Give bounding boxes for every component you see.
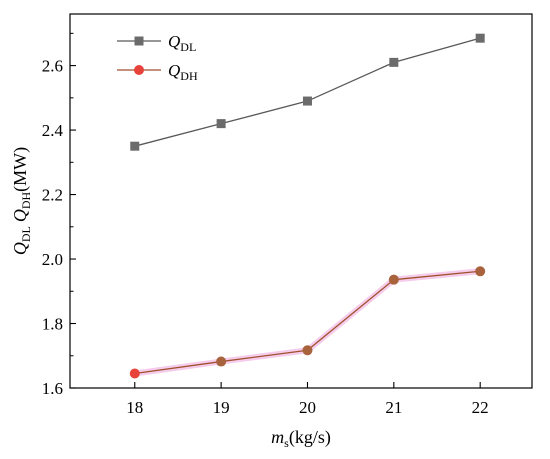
y-axis-label-unit: (MW) — [10, 147, 31, 192]
legend-entry-1: QDL — [117, 32, 196, 54]
series-2-line — [134, 270, 481, 375]
x-tick-label: 22 — [472, 398, 489, 417]
y-tick-label: 1.8 — [42, 315, 63, 334]
series-1-point — [130, 141, 140, 151]
y-axis-label-q2-sub: DH — [19, 191, 33, 209]
legend-marker-1 — [134, 36, 144, 46]
legend-label-1-sub: DL — [180, 40, 196, 54]
plot-frame — [69, 13, 533, 389]
legend-entry-2: QDH — [117, 61, 198, 83]
series-1-point — [389, 57, 399, 67]
x-axis: 18 19 20 21 22 — [126, 382, 489, 417]
series-1-point — [302, 96, 312, 106]
legend: QDL QDH — [117, 32, 198, 83]
y-tick-label: 2.6 — [42, 57, 63, 76]
x-tick-label: 21 — [385, 398, 402, 417]
x-axis-label-sub: s — [284, 436, 289, 450]
series-2-point — [475, 266, 486, 277]
series-2-point — [302, 345, 313, 356]
series-1-line — [134, 37, 481, 147]
series-1-point — [475, 33, 485, 43]
series-2-point — [129, 368, 140, 379]
y-tick-label: 1.6 — [42, 379, 63, 398]
x-axis-label-main: m — [271, 427, 284, 447]
legend-label-2-main: Q — [168, 61, 180, 80]
series-2-glow — [134, 268, 481, 377]
series-layer — [129, 33, 486, 379]
y-tick-label: 2.2 — [42, 186, 63, 205]
y-axis-label: QDLQDH(MW) — [10, 147, 33, 255]
legend-marker-2 — [134, 65, 144, 75]
x-tick-label: 19 — [213, 398, 230, 417]
y-tick-label: 2.0 — [42, 250, 63, 269]
series-2-point — [388, 274, 399, 285]
legend-label-2: QDH — [168, 61, 198, 83]
x-axis-label-unit: (kg/s) — [289, 427, 331, 448]
y-tick-label: 2.4 — [42, 121, 64, 140]
y-axis-label-q2: Q — [10, 209, 30, 222]
x-tick-label: 20 — [299, 398, 316, 417]
y-axis-label-q1: Q — [10, 242, 30, 255]
legend-label-2-sub: DH — [180, 69, 198, 83]
x-tick-label: 18 — [126, 398, 143, 417]
legend-label-1-main: Q — [168, 32, 180, 51]
x-axis-label: ms(kg/s) — [271, 427, 331, 450]
legend-label-1: QDL — [168, 32, 196, 54]
y-axis-label-q1-sub: DL — [19, 226, 33, 242]
series-2-point — [216, 356, 227, 367]
series-1-point — [216, 119, 226, 129]
y-axis: 1.6 1.8 2.0 2.2 2.4 2.6 — [42, 32, 76, 398]
